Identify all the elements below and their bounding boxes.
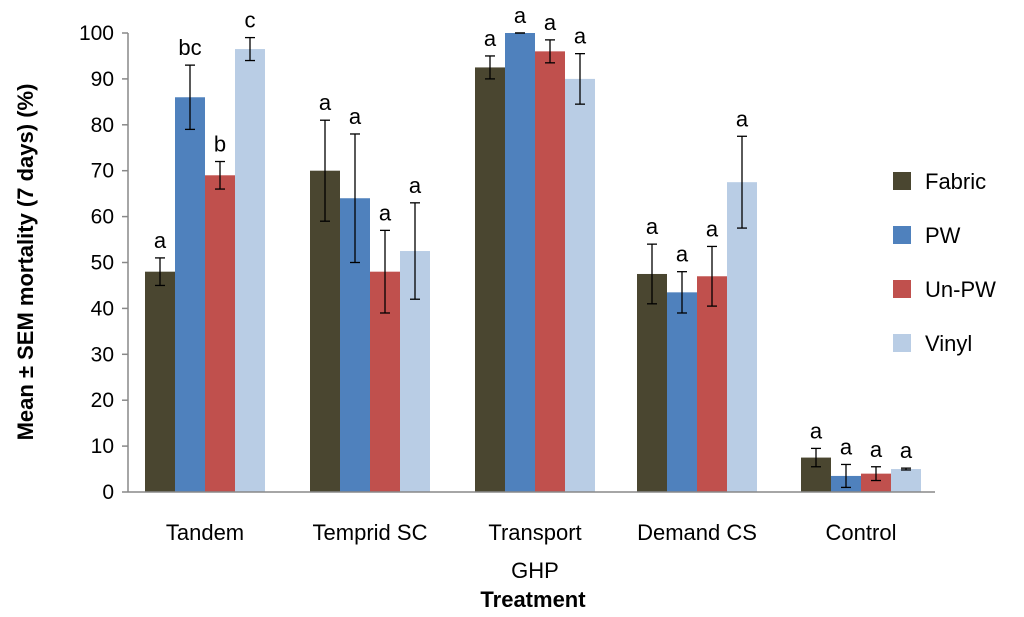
y-tick-label: 50 [91, 252, 114, 275]
y-tick-label: 10 [91, 435, 114, 458]
y-axis-title: Mean ± SEM mortality (7 days) (%) [13, 84, 38, 441]
bar [891, 469, 921, 492]
legend-swatch [893, 172, 911, 190]
y-tick-label: 100 [79, 22, 114, 45]
significance-letter: a [154, 228, 167, 253]
y-tick-label: 40 [91, 297, 114, 320]
significance-letter: a [736, 106, 749, 131]
significance-letter: a [514, 3, 527, 28]
legend-swatch [893, 280, 911, 298]
bar [667, 292, 697, 492]
significance-letter: b [214, 132, 226, 157]
significance-letter: a [319, 90, 332, 115]
y-tick-label: 60 [91, 206, 114, 229]
bar [145, 271, 175, 492]
legend-label: PW [925, 223, 961, 248]
bar [235, 49, 265, 492]
legend: Fabric PW Un-PW Vinyl [893, 169, 996, 356]
significance-letter: a [379, 200, 392, 225]
significance-letter: a [349, 104, 362, 129]
significance-letter: c [245, 8, 256, 33]
significance-letter: a [484, 26, 497, 51]
y-tick-label: 0 [102, 481, 114, 504]
x-category-label: GHP [511, 558, 559, 583]
x-axis-category-labels: Tandem Temprid SC Transport GHP Demand CS Con… [166, 520, 897, 583]
bar [727, 182, 757, 493]
legend-label: Fabric [925, 169, 986, 194]
x-category-label: Tandem [166, 520, 244, 545]
bar [205, 175, 235, 493]
y-axis-ticks: 0 10 20 30 40 50 60 70 80 90 100 [79, 22, 128, 504]
y-tick-label: 80 [91, 114, 114, 137]
bar [637, 273, 667, 492]
significance-letter: a [646, 214, 659, 239]
legend-swatch [893, 334, 911, 352]
bar [175, 97, 205, 492]
significance-letter: a [870, 437, 883, 462]
x-category-label: Control [826, 520, 897, 545]
significance-letter: a [840, 434, 853, 459]
significance-letter: a [706, 216, 719, 241]
x-category-label: Temprid SC [313, 520, 428, 545]
legend-label: Un-PW [925, 277, 996, 302]
x-category-label: Demand CS [637, 520, 757, 545]
y-tick-label: 90 [91, 68, 114, 91]
significance-letter: bc [178, 35, 201, 60]
significance-letter: a [574, 24, 587, 49]
bar [475, 67, 505, 493]
significance-letter: a [676, 242, 689, 267]
legend-label: Vinyl [925, 331, 972, 356]
y-tick-label: 30 [91, 343, 114, 366]
x-category-label: Transport [488, 520, 581, 545]
significance-letter: a [409, 173, 422, 198]
y-tick-label: 20 [91, 389, 114, 412]
bar [565, 78, 595, 493]
significance-letter: a [810, 418, 823, 443]
bar [697, 276, 727, 492]
x-axis-title: Treatment [480, 587, 586, 612]
y-tick-label: 70 [91, 160, 114, 183]
bar-marks [145, 33, 921, 493]
bar [505, 33, 535, 492]
legend-swatch [893, 226, 911, 244]
bar [310, 170, 340, 492]
bar [535, 51, 565, 493]
significance-letter: a [544, 10, 557, 35]
bar [861, 473, 891, 492]
significance-letter: a [900, 438, 913, 463]
error-bars [155, 32, 911, 489]
